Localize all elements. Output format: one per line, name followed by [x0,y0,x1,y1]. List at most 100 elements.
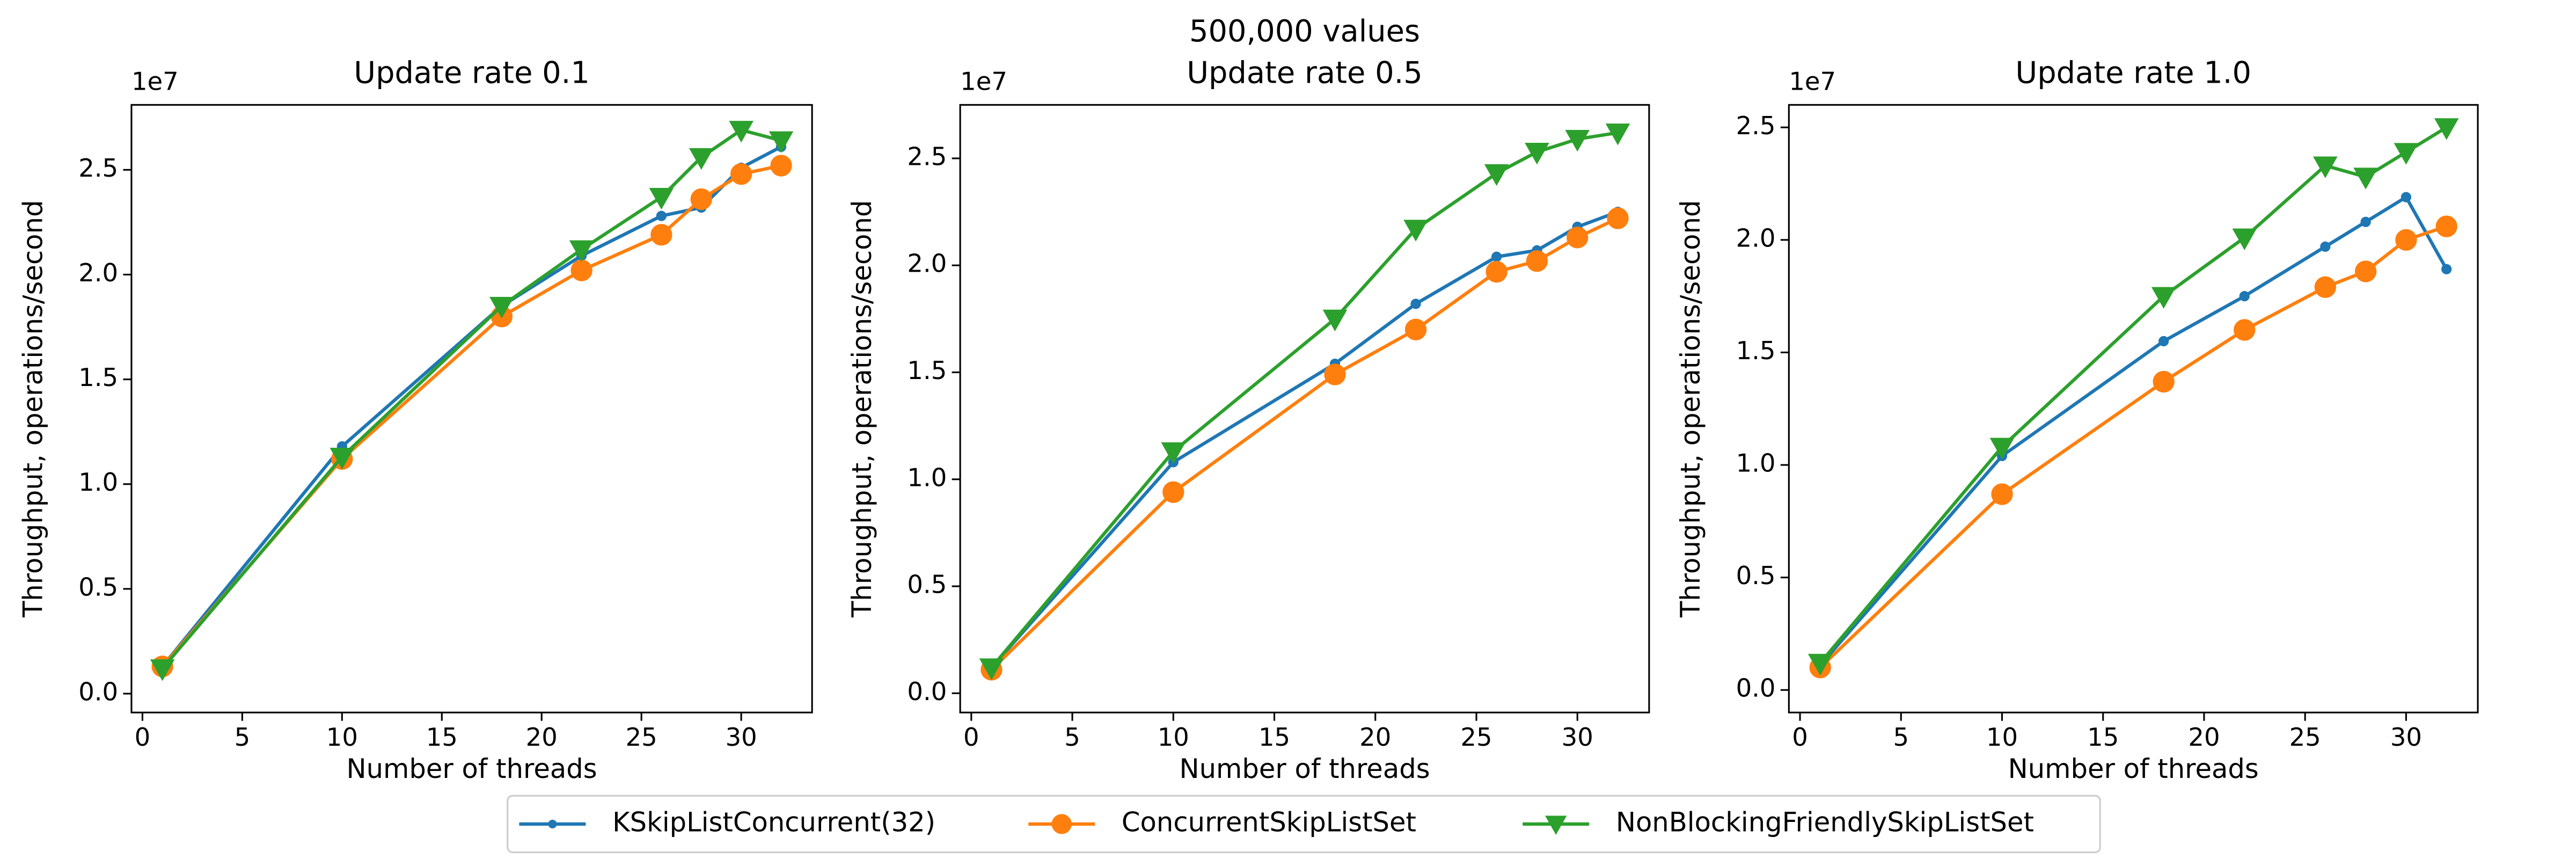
x-tick-label: 5 [235,723,251,752]
marker [1526,250,1548,272]
marker [1525,142,1549,165]
y-offset-label: 1e7 [960,67,1007,96]
marker [1162,481,1184,503]
marker [2435,215,2457,237]
y-tick-label: 0.5 [907,570,947,599]
marker [1485,261,1507,283]
series-line [161,164,782,668]
x-axis-label: Number of threads [347,753,597,784]
y-axis-label: Throughput, operations/second [846,200,877,618]
x-tick-label: 25 [1460,723,1492,752]
marker [650,224,672,246]
marker [2354,260,2377,282]
y-offset-label: 1e7 [1789,67,1836,96]
legend-label: ConcurrentSkipListSet [1122,806,1416,838]
panel-title: Update rate 0.5 [1187,56,1423,91]
plot-frame [959,104,1650,714]
y-tick-label: 1.0 [907,463,947,492]
marker [2314,276,2336,299]
marker [2239,291,2250,302]
marker [770,155,792,177]
series-line [990,210,1619,669]
series-line [990,216,1619,671]
x-tick-label: 30 [2390,723,2422,752]
panel-title: Update rate 1.0 [2015,56,2251,91]
x-axis-label: Number of threads [1179,753,1430,784]
y-axis-label: Throughput, operations/second [1675,200,1706,618]
marker [2232,228,2257,250]
x-tick-label: 30 [1562,723,1593,752]
marker [1605,123,1630,145]
marker [1807,653,1833,676]
x-tick-label: 20 [526,723,558,752]
marker [570,259,592,281]
marker [150,659,175,681]
series-line [990,131,1619,669]
plot-frame [130,104,813,714]
series-line [1819,194,2448,667]
marker [2313,156,2338,178]
y-tick-label: 0.0 [1736,674,1776,703]
marker [690,188,712,210]
legend-frame [507,795,2101,854]
y-tick-label: 0.5 [78,572,118,601]
marker [1322,309,1348,332]
marker [1484,164,1509,186]
legend-label: NonBlockingFriendlySkipListSet [1616,806,2034,838]
y-offset-label: 1e7 [131,67,179,96]
y-tick-label: 0.5 [1736,561,1776,590]
x-tick-label: 5 [1893,723,1909,752]
x-tick-label: 0 [1792,723,1808,752]
legend-marker [1545,816,1567,835]
marker [1567,227,1589,249]
marker [2394,143,2419,165]
x-tick-label: 0 [963,723,979,752]
x-tick-label: 10 [326,723,358,752]
y-tick-label: 1.0 [78,468,118,497]
marker [1324,363,1346,385]
marker [730,163,752,185]
marker [2320,241,2331,252]
marker [330,447,355,470]
marker [2441,264,2452,274]
marker [2234,319,2256,341]
legend: KSkipListConcurrent(32) ConcurrentSkipLis… [507,795,2101,854]
series-line [161,145,782,668]
marker [1607,207,1629,229]
y-tick-label: 1.5 [1736,336,1776,365]
x-tick-label: 10 [1158,723,1189,752]
marker [489,296,514,319]
x-tick-label: 5 [1064,723,1080,752]
x-tick-label: 15 [2087,723,2119,752]
panel: 0.0 0.5 1.0 1.5 2.0 2.5 0 5 10 15 20 25 30 Update rat… [1675,56,2479,784]
series-line [1819,224,2447,669]
marker [1565,130,1590,152]
marker [2151,287,2176,309]
legend-label: KSkipListConcurrent(32) [612,806,935,838]
y-tick-label: 2.5 [78,154,118,183]
marker [2153,370,2175,393]
x-tick-label: 10 [1986,723,2018,752]
marker [569,240,594,262]
marker [1989,438,2015,460]
x-tick-label: 0 [135,723,151,752]
panel: 0.0 0.5 1.0 1.5 2.0 2.5 0 5 10 15 20 25 30 Update rat… [846,56,1650,784]
plot-frame [1788,104,2479,714]
legend-marker [548,819,557,828]
marker [2434,118,2459,140]
marker [1410,299,1421,309]
marker [2353,168,2378,190]
panel: 0.0 0.5 1.0 1.5 2.0 2.5 0 5 10 15 20 25 30 Update rat… [18,56,813,784]
marker [769,131,794,154]
marker [649,188,674,210]
y-tick-label: 1.5 [907,356,947,385]
y-tick-label: 2.0 [1736,223,1776,252]
x-tick-label: 20 [1359,723,1391,752]
marker [979,658,1004,680]
y-tick-label: 2.0 [78,258,118,287]
x-tick-label: 15 [1258,723,1290,752]
marker [1403,220,1428,242]
y-tick-label: 2.5 [1736,111,1776,140]
y-tick-label: 2.0 [907,249,947,278]
marker [2360,216,2371,227]
